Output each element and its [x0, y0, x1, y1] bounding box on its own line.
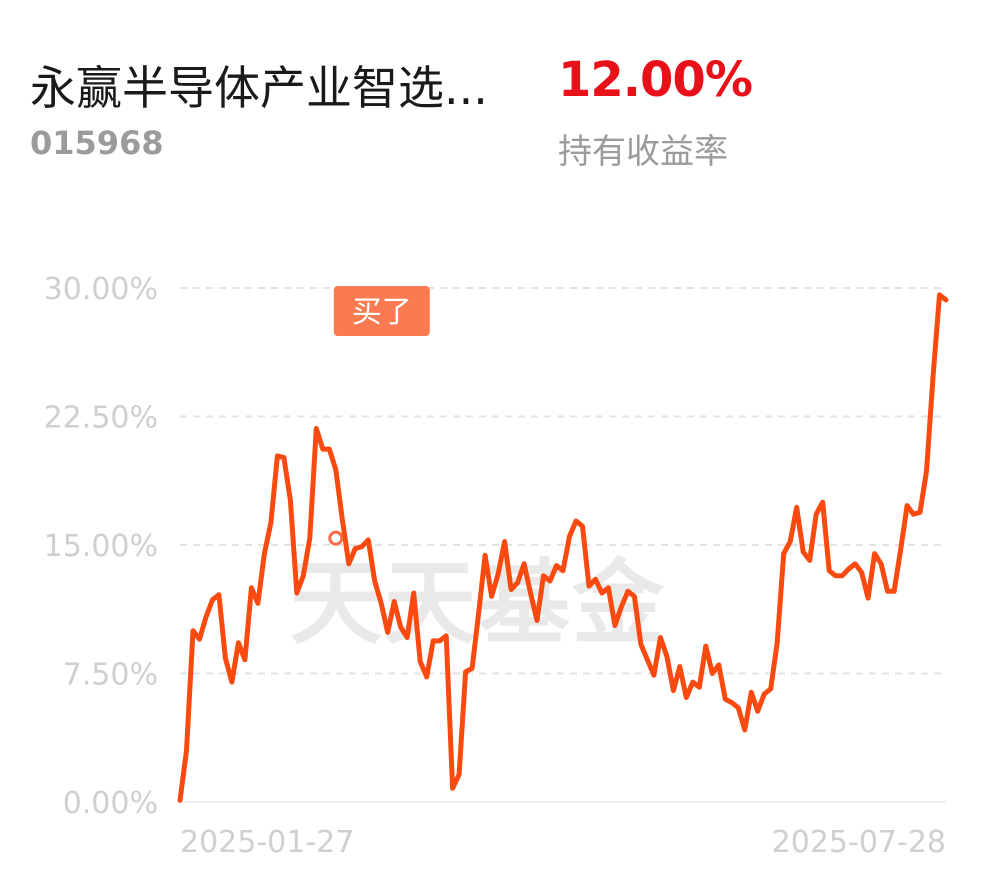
y-tick-label: 0.00% — [63, 786, 158, 821]
buy-marker-tag[interactable]: 买了 — [333, 286, 430, 336]
y-tick-label: 7.50% — [63, 658, 158, 693]
buy-marker-dot[interactable] — [328, 530, 344, 546]
fund-code: 015968 — [30, 124, 164, 162]
y-tick-label: 15.00% — [44, 529, 158, 564]
y-axis-ticks: 0.00% 7.50% 15.00% 22.50% 30.00% — [44, 272, 158, 821]
x-axis-ticks: 2025-01-27 2025-07-28 — [180, 825, 946, 860]
series-line — [177, 292, 949, 803]
grid-lines — [180, 287, 946, 803]
y-tick-label: 22.50% — [44, 401, 158, 436]
holding-yield-label: 持有收益率 — [558, 132, 728, 172]
x-tick-label: 2025-07-28 — [772, 825, 946, 860]
x-tick-label: 2025-01-27 — [180, 825, 354, 860]
holding-yield-value: 12.00% — [558, 52, 753, 108]
fund-name: 永赢半导体产业智选... — [30, 61, 488, 115]
y-tick-label: 30.00% — [44, 272, 158, 307]
buy-marker-label: 买了 — [352, 295, 412, 330]
